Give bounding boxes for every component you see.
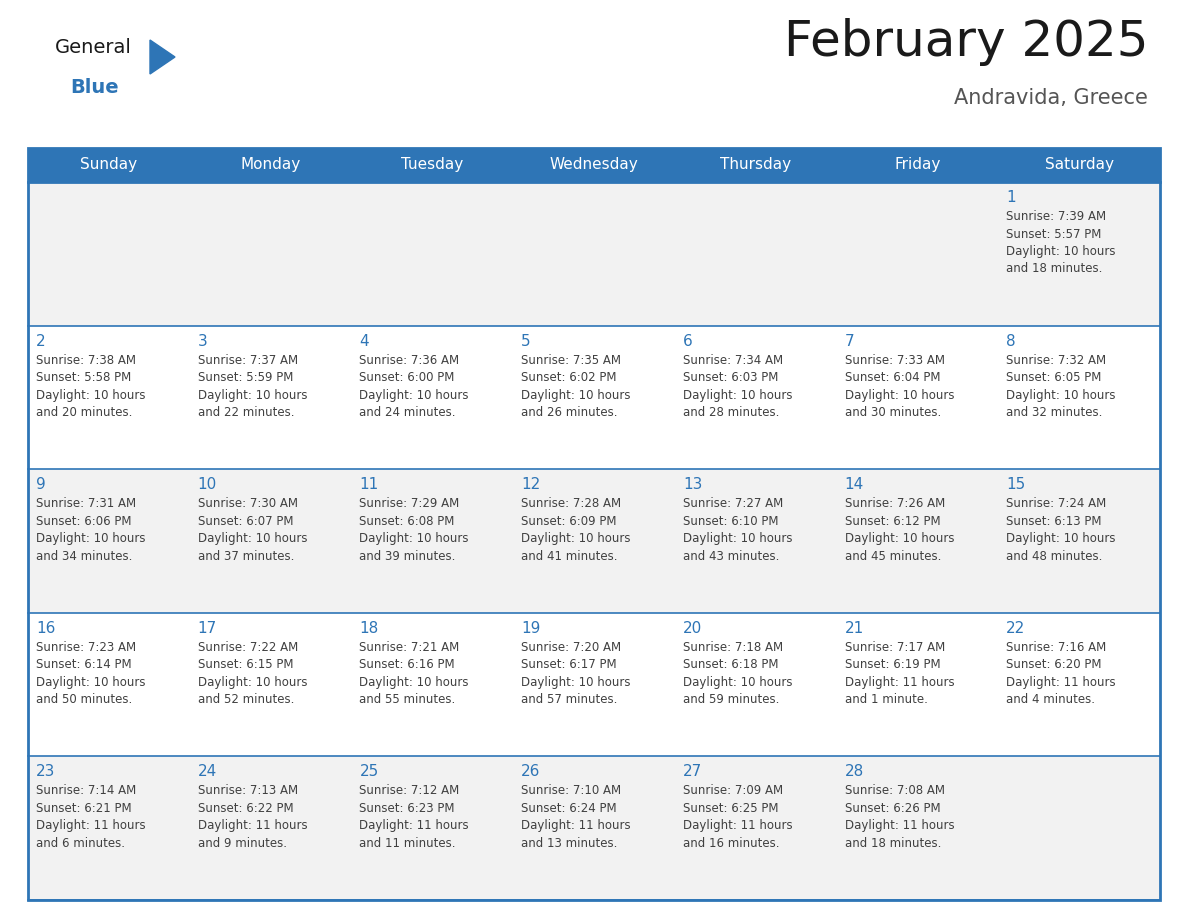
Text: 5: 5 [522, 333, 531, 349]
Text: Blue: Blue [70, 78, 119, 97]
Text: 16: 16 [36, 621, 56, 636]
Polygon shape [150, 40, 175, 74]
Text: 20: 20 [683, 621, 702, 636]
Bar [29, 613, 1159, 756]
Text: 9: 9 [36, 477, 46, 492]
Text: Sunrise: 7:29 AM
Sunset: 6:08 PM
Daylight: 10 hours
and 39 minutes.: Sunrise: 7:29 AM Sunset: 6:08 PM Dayligh… [360, 498, 469, 563]
Text: Sunrise: 7:28 AM
Sunset: 6:09 PM
Daylight: 10 hours
and 41 minutes.: Sunrise: 7:28 AM Sunset: 6:09 PM Dayligh… [522, 498, 631, 563]
Text: Friday: Friday [895, 158, 941, 173]
Text: 8: 8 [1006, 333, 1016, 349]
Text: 19: 19 [522, 621, 541, 636]
Text: 25: 25 [360, 765, 379, 779]
Text: Sunrise: 7:14 AM
Sunset: 6:21 PM
Daylight: 11 hours
and 6 minutes.: Sunrise: 7:14 AM Sunset: 6:21 PM Dayligh… [36, 784, 146, 850]
Text: Sunrise: 7:23 AM
Sunset: 6:14 PM
Daylight: 10 hours
and 50 minutes.: Sunrise: 7:23 AM Sunset: 6:14 PM Dayligh… [36, 641, 145, 706]
Text: Andravida, Greece: Andravida, Greece [954, 88, 1148, 108]
Text: Sunrise: 7:21 AM
Sunset: 6:16 PM
Daylight: 10 hours
and 55 minutes.: Sunrise: 7:21 AM Sunset: 6:16 PM Dayligh… [360, 641, 469, 706]
Text: 18: 18 [360, 621, 379, 636]
Text: Sunrise: 7:16 AM
Sunset: 6:20 PM
Daylight: 11 hours
and 4 minutes.: Sunrise: 7:16 AM Sunset: 6:20 PM Dayligh… [1006, 641, 1116, 706]
Text: Sunrise: 7:10 AM
Sunset: 6:24 PM
Daylight: 11 hours
and 13 minutes.: Sunrise: 7:10 AM Sunset: 6:24 PM Dayligh… [522, 784, 631, 850]
Bar [29, 469, 1159, 613]
Text: Sunrise: 7:33 AM
Sunset: 6:04 PM
Daylight: 10 hours
and 30 minutes.: Sunrise: 7:33 AM Sunset: 6:04 PM Dayligh… [845, 353, 954, 420]
Text: 17: 17 [197, 621, 217, 636]
Text: 3: 3 [197, 333, 208, 349]
Text: Sunrise: 7:39 AM
Sunset: 5:57 PM
Daylight: 10 hours
and 18 minutes.: Sunrise: 7:39 AM Sunset: 5:57 PM Dayligh… [1006, 210, 1116, 275]
Text: Sunrise: 7:22 AM
Sunset: 6:15 PM
Daylight: 10 hours
and 52 minutes.: Sunrise: 7:22 AM Sunset: 6:15 PM Dayligh… [197, 641, 308, 706]
Bar [29, 182, 1159, 326]
Text: 21: 21 [845, 621, 864, 636]
Text: 28: 28 [845, 765, 864, 779]
Bar [29, 148, 1159, 900]
Text: Monday: Monday [240, 158, 301, 173]
Text: February 2025: February 2025 [784, 18, 1148, 66]
Text: Sunday: Sunday [81, 158, 138, 173]
Text: Sunrise: 7:37 AM
Sunset: 5:59 PM
Daylight: 10 hours
and 22 minutes.: Sunrise: 7:37 AM Sunset: 5:59 PM Dayligh… [197, 353, 308, 420]
Text: Thursday: Thursday [720, 158, 791, 173]
Bar [29, 148, 1159, 182]
Text: 12: 12 [522, 477, 541, 492]
Text: Sunrise: 7:08 AM
Sunset: 6:26 PM
Daylight: 11 hours
and 18 minutes.: Sunrise: 7:08 AM Sunset: 6:26 PM Dayligh… [845, 784, 954, 850]
Text: Sunrise: 7:27 AM
Sunset: 6:10 PM
Daylight: 10 hours
and 43 minutes.: Sunrise: 7:27 AM Sunset: 6:10 PM Dayligh… [683, 498, 792, 563]
Text: Sunrise: 7:17 AM
Sunset: 6:19 PM
Daylight: 11 hours
and 1 minute.: Sunrise: 7:17 AM Sunset: 6:19 PM Dayligh… [845, 641, 954, 706]
Text: Sunrise: 7:18 AM
Sunset: 6:18 PM
Daylight: 10 hours
and 59 minutes.: Sunrise: 7:18 AM Sunset: 6:18 PM Dayligh… [683, 641, 792, 706]
Text: 4: 4 [360, 333, 369, 349]
Text: Sunrise: 7:20 AM
Sunset: 6:17 PM
Daylight: 10 hours
and 57 minutes.: Sunrise: 7:20 AM Sunset: 6:17 PM Dayligh… [522, 641, 631, 706]
Text: Tuesday: Tuesday [402, 158, 463, 173]
Text: 24: 24 [197, 765, 217, 779]
Text: 2: 2 [36, 333, 45, 349]
Bar [29, 756, 1159, 900]
Text: 27: 27 [683, 765, 702, 779]
Text: Sunrise: 7:38 AM
Sunset: 5:58 PM
Daylight: 10 hours
and 20 minutes.: Sunrise: 7:38 AM Sunset: 5:58 PM Dayligh… [36, 353, 145, 420]
Text: Sunrise: 7:13 AM
Sunset: 6:22 PM
Daylight: 11 hours
and 9 minutes.: Sunrise: 7:13 AM Sunset: 6:22 PM Dayligh… [197, 784, 308, 850]
Text: 10: 10 [197, 477, 217, 492]
Text: Saturday: Saturday [1044, 158, 1113, 173]
Text: 13: 13 [683, 477, 702, 492]
Text: Sunrise: 7:26 AM
Sunset: 6:12 PM
Daylight: 10 hours
and 45 minutes.: Sunrise: 7:26 AM Sunset: 6:12 PM Dayligh… [845, 498, 954, 563]
Text: 6: 6 [683, 333, 693, 349]
Text: Sunrise: 7:09 AM
Sunset: 6:25 PM
Daylight: 11 hours
and 16 minutes.: Sunrise: 7:09 AM Sunset: 6:25 PM Dayligh… [683, 784, 792, 850]
Text: General: General [55, 38, 132, 57]
Text: Wednesday: Wednesday [550, 158, 638, 173]
Text: 15: 15 [1006, 477, 1025, 492]
Text: Sunrise: 7:32 AM
Sunset: 6:05 PM
Daylight: 10 hours
and 32 minutes.: Sunrise: 7:32 AM Sunset: 6:05 PM Dayligh… [1006, 353, 1116, 420]
Text: 26: 26 [522, 765, 541, 779]
Text: 14: 14 [845, 477, 864, 492]
Text: Sunrise: 7:34 AM
Sunset: 6:03 PM
Daylight: 10 hours
and 28 minutes.: Sunrise: 7:34 AM Sunset: 6:03 PM Dayligh… [683, 353, 792, 420]
Text: 7: 7 [845, 333, 854, 349]
Text: 1: 1 [1006, 190, 1016, 205]
Text: Sunrise: 7:12 AM
Sunset: 6:23 PM
Daylight: 11 hours
and 11 minutes.: Sunrise: 7:12 AM Sunset: 6:23 PM Dayligh… [360, 784, 469, 850]
Text: 11: 11 [360, 477, 379, 492]
Text: Sunrise: 7:36 AM
Sunset: 6:00 PM
Daylight: 10 hours
and 24 minutes.: Sunrise: 7:36 AM Sunset: 6:00 PM Dayligh… [360, 353, 469, 420]
Text: Sunrise: 7:24 AM
Sunset: 6:13 PM
Daylight: 10 hours
and 48 minutes.: Sunrise: 7:24 AM Sunset: 6:13 PM Dayligh… [1006, 498, 1116, 563]
Text: 23: 23 [36, 765, 56, 779]
Text: Sunrise: 7:35 AM
Sunset: 6:02 PM
Daylight: 10 hours
and 26 minutes.: Sunrise: 7:35 AM Sunset: 6:02 PM Dayligh… [522, 353, 631, 420]
Text: 22: 22 [1006, 621, 1025, 636]
Text: Sunrise: 7:30 AM
Sunset: 6:07 PM
Daylight: 10 hours
and 37 minutes.: Sunrise: 7:30 AM Sunset: 6:07 PM Dayligh… [197, 498, 308, 563]
Bar [29, 326, 1159, 469]
Text: Sunrise: 7:31 AM
Sunset: 6:06 PM
Daylight: 10 hours
and 34 minutes.: Sunrise: 7:31 AM Sunset: 6:06 PM Dayligh… [36, 498, 145, 563]
